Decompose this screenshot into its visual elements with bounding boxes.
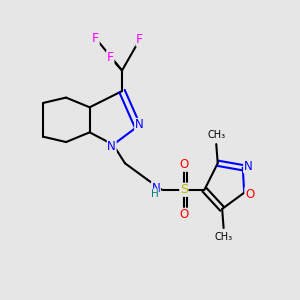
Text: H: H: [151, 189, 158, 199]
Text: N: N: [244, 160, 252, 173]
Text: F: F: [92, 32, 99, 45]
Text: S: S: [180, 183, 188, 196]
Text: N: N: [135, 118, 143, 131]
Text: F: F: [107, 51, 114, 64]
Text: O: O: [179, 208, 188, 221]
Text: CH₃: CH₃: [214, 232, 233, 242]
Text: CH₃: CH₃: [207, 130, 225, 140]
Text: N: N: [107, 140, 116, 153]
Text: N: N: [152, 182, 160, 195]
Text: F: F: [136, 33, 143, 46]
Text: O: O: [245, 188, 254, 201]
Text: O: O: [179, 158, 188, 171]
